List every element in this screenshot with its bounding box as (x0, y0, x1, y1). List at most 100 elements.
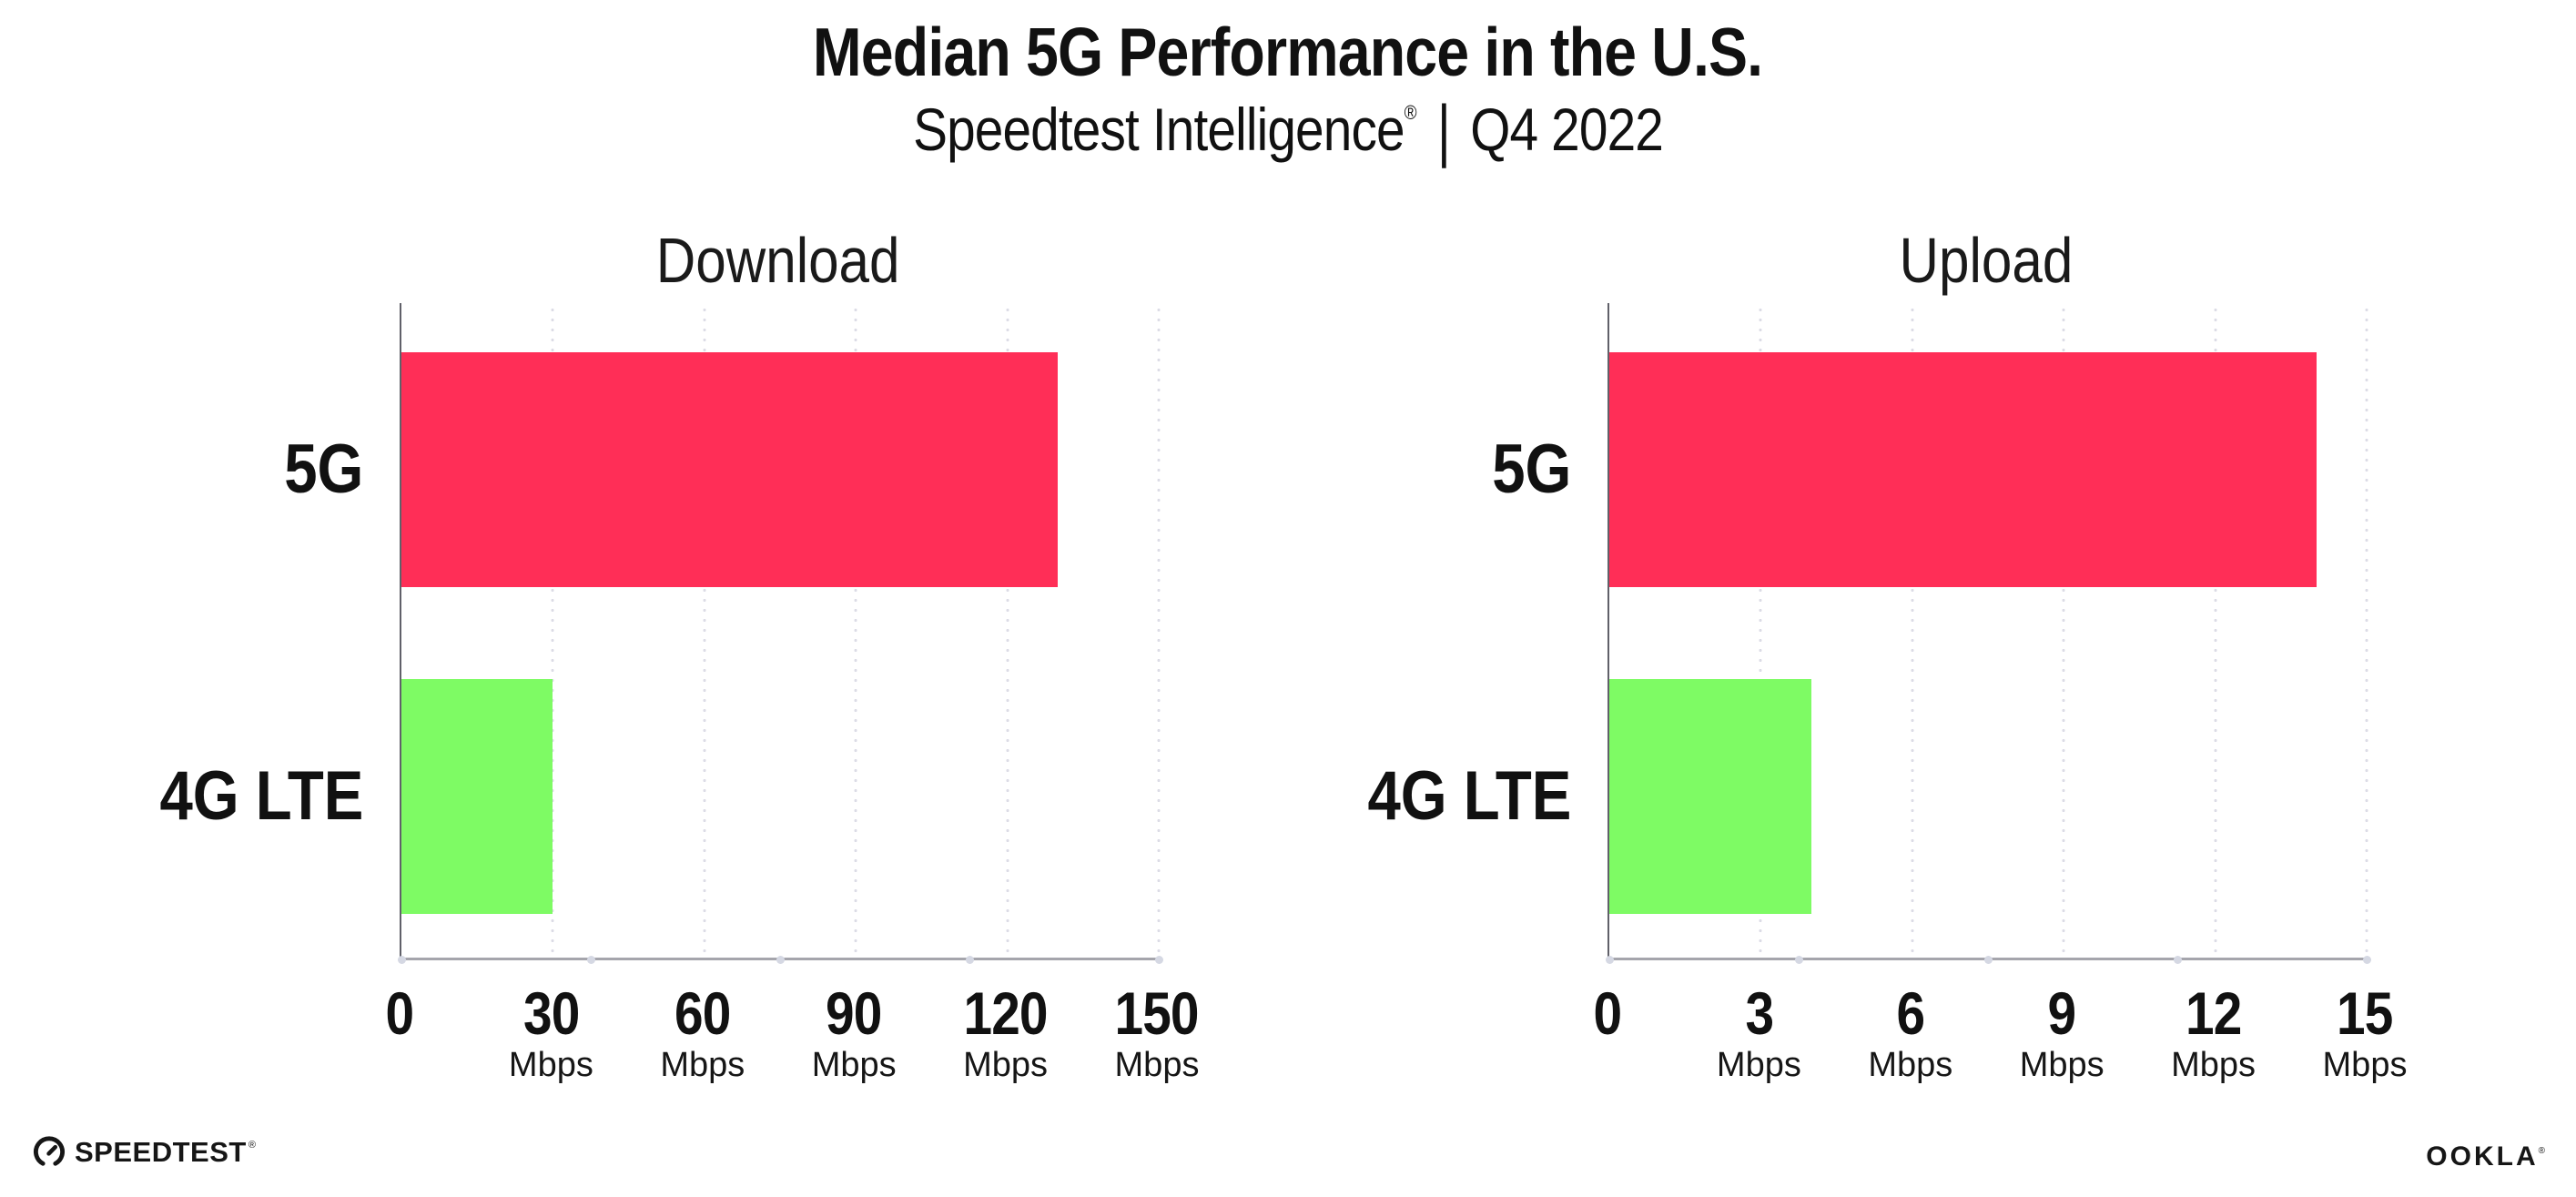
x-axis-unit-label: Mbps (660, 1046, 745, 1084)
x-axis-tick-value: 3 (1668, 983, 1850, 1043)
x-axis-tick-6: 6 Mbps (1820, 983, 2002, 1084)
report-header: Median 5G Performance in the U.S. Speedt… (0, 0, 2576, 164)
5g-upload-bar (1609, 352, 2317, 587)
gridline-120-mbps (1005, 305, 1009, 958)
ookla-wordmark: OOKLA (2426, 1141, 2539, 1172)
category-label-text: 4G LTE (159, 757, 363, 835)
x-axis-tick-0: 0 (309, 983, 491, 1043)
axis-tick-dot (1605, 956, 1614, 964)
axis-tick-dot (2362, 956, 2371, 964)
x-axis-tick-text: 30 (522, 979, 580, 1047)
x-axis-tick-value: 9 (1971, 983, 2153, 1043)
x-axis-tick-value: 60 (612, 983, 794, 1043)
speedtest-wordmark: SPEEDTEST ® (75, 1136, 257, 1168)
page-subtitle: Speedtest Intelligence® | Q4 2022 (0, 86, 2576, 164)
x-axis-tick-value: 15 (2274, 983, 2456, 1043)
gridline-150-mbps (1157, 305, 1161, 958)
x-axis-tick-text: 0 (385, 979, 415, 1047)
x-axis-tick-value: 0 (309, 983, 491, 1043)
4g-lte-upload-bar (1609, 679, 1811, 914)
chart-title: Download (656, 225, 900, 296)
category-labels: 5G 4G LTE (99, 223, 400, 1097)
page-title-text: Median 5G Performance in the U.S. (813, 14, 1763, 90)
plot-area (1605, 303, 2371, 964)
x-axis-tick-text: 6 (1896, 979, 1925, 1047)
x-axis-unit-label: Mbps (508, 1046, 593, 1084)
x-axis-tick-value: 12 (2123, 983, 2305, 1043)
page-title: Median 5G Performance in the U.S. (0, 0, 2576, 86)
axis-tick-dot (1983, 956, 1993, 964)
x-axis-unit-label: Mbps (2322, 1046, 2408, 1084)
plot-stack: Download 0 30 Mbps 60 Mbps 90 Mbps 120 Mbps 150 Mb… (386, 223, 1200, 1097)
x-axis-unit-label: Mbps (1114, 1046, 1200, 1084)
x-axis-unit-label: Mbps (1716, 1046, 1801, 1084)
axis-tick-dot (397, 956, 406, 964)
x-axis-unit-label: Mbps (2019, 1046, 2104, 1084)
x-axis-tick-text: 60 (674, 979, 731, 1047)
category-label-4g-lte: 4G LTE (127, 762, 363, 831)
category-label-text: 4G LTE (1367, 757, 1571, 835)
gridline-15-mbps (2365, 305, 2368, 958)
x-axis-tick-text: 9 (2047, 979, 2077, 1047)
axis-tick-dot (1794, 956, 1803, 964)
registered-mark: ® (2538, 1146, 2545, 1156)
subtitle-separator: | (1436, 90, 1451, 168)
gridline-60-mbps (702, 305, 706, 958)
x-axis-unit-label: Mbps (811, 1046, 897, 1084)
gridline-30-mbps (551, 305, 555, 958)
gridline-6-mbps (1910, 305, 1914, 958)
x-axis-tick-150: 150 Mbps (1066, 983, 1248, 1084)
x-axis: 0 30 Mbps 60 Mbps 90 Mbps 120 Mbps 150 Mbps (386, 983, 1200, 1097)
category-label-5g: 5G (1479, 435, 1571, 504)
registered-mark: ® (1404, 101, 1417, 124)
gridline-9-mbps (2062, 305, 2066, 958)
x-axis-tick-text: 90 (826, 979, 882, 1047)
chart-title: Upload (1899, 225, 2074, 296)
x-axis-tick-90: 90 Mbps (763, 983, 945, 1084)
x-axis-tick-text: 3 (1745, 979, 1774, 1047)
x-axis-tick-3: 3 Mbps (1668, 983, 1850, 1084)
axis-tick-dot (2173, 956, 2182, 964)
x-axis-tick-value: 150 (1066, 983, 1248, 1043)
gauge-icon (33, 1136, 66, 1169)
gridline-3-mbps (1759, 305, 1763, 958)
gridline-90-mbps (854, 305, 858, 958)
x-axis-tick-text: 150 (1114, 979, 1200, 1047)
gridline-12-mbps (2213, 305, 2217, 958)
x-axis-tick-60: 60 Mbps (612, 983, 794, 1084)
category-label-text: 5G (283, 431, 363, 508)
x-axis-unit-label: Mbps (1868, 1046, 1953, 1084)
registered-mark: ® (248, 1140, 257, 1151)
category-labels: 5G 4G LTE (1307, 223, 1607, 1097)
x-axis-tick-12: 12 Mbps (2123, 983, 2305, 1084)
category-label-text: 5G (1491, 431, 1571, 508)
x-axis-tick-15: 15 Mbps (2274, 983, 2456, 1084)
x-axis-tick-text: 0 (1593, 979, 1623, 1047)
download-chart-panel: 5G 4G LTE Download 0 30 Mbps 60 Mbps 90 Mbps 120… (99, 223, 1200, 1097)
axis-tick-dot (965, 956, 974, 964)
x-axis: 0 3 Mbps 6 Mbps 9 Mbps 12 Mbps 15 Mbps (1594, 983, 2408, 1097)
5g-download-bar (401, 352, 1059, 587)
x-axis-tick-30: 30 Mbps (460, 983, 642, 1084)
x-axis-tick-value: 90 (763, 983, 945, 1043)
category-label-5g: 5G (271, 435, 363, 504)
speedtest-logo: SPEEDTEST ® (33, 1136, 256, 1169)
plot-area (397, 303, 1163, 964)
ookla-logo: OOKLA® (2426, 1141, 2545, 1172)
subtitle-period: Q4 2022 (1470, 96, 1664, 163)
x-axis-tick-value: 120 (915, 983, 1097, 1043)
x-axis-tick-text: 120 (963, 979, 1049, 1047)
x-axis-tick-value: 6 (1820, 983, 2002, 1043)
x-axis-tick-value: 30 (460, 983, 642, 1043)
x-axis-tick-value: 0 (1516, 983, 1699, 1043)
x-axis-tick-120: 120 Mbps (915, 983, 1097, 1084)
upload-chart-panel: 5G 4G LTE Upload 0 3 Mbps 6 Mbps 9 Mbps 12 Mbps 15… (1307, 223, 2408, 1097)
axis-tick-dot (776, 956, 785, 964)
x-axis-tick-text: 12 (2185, 979, 2242, 1047)
plot-stack: Upload 0 3 Mbps 6 Mbps 9 Mbps 12 Mbps 15 Mbps (1594, 223, 2408, 1097)
x-axis-tick-0: 0 (1516, 983, 1699, 1043)
axis-tick-dot (586, 956, 595, 964)
x-axis-tick-text: 15 (2337, 979, 2393, 1047)
x-axis-unit-label: Mbps (963, 1046, 1049, 1084)
